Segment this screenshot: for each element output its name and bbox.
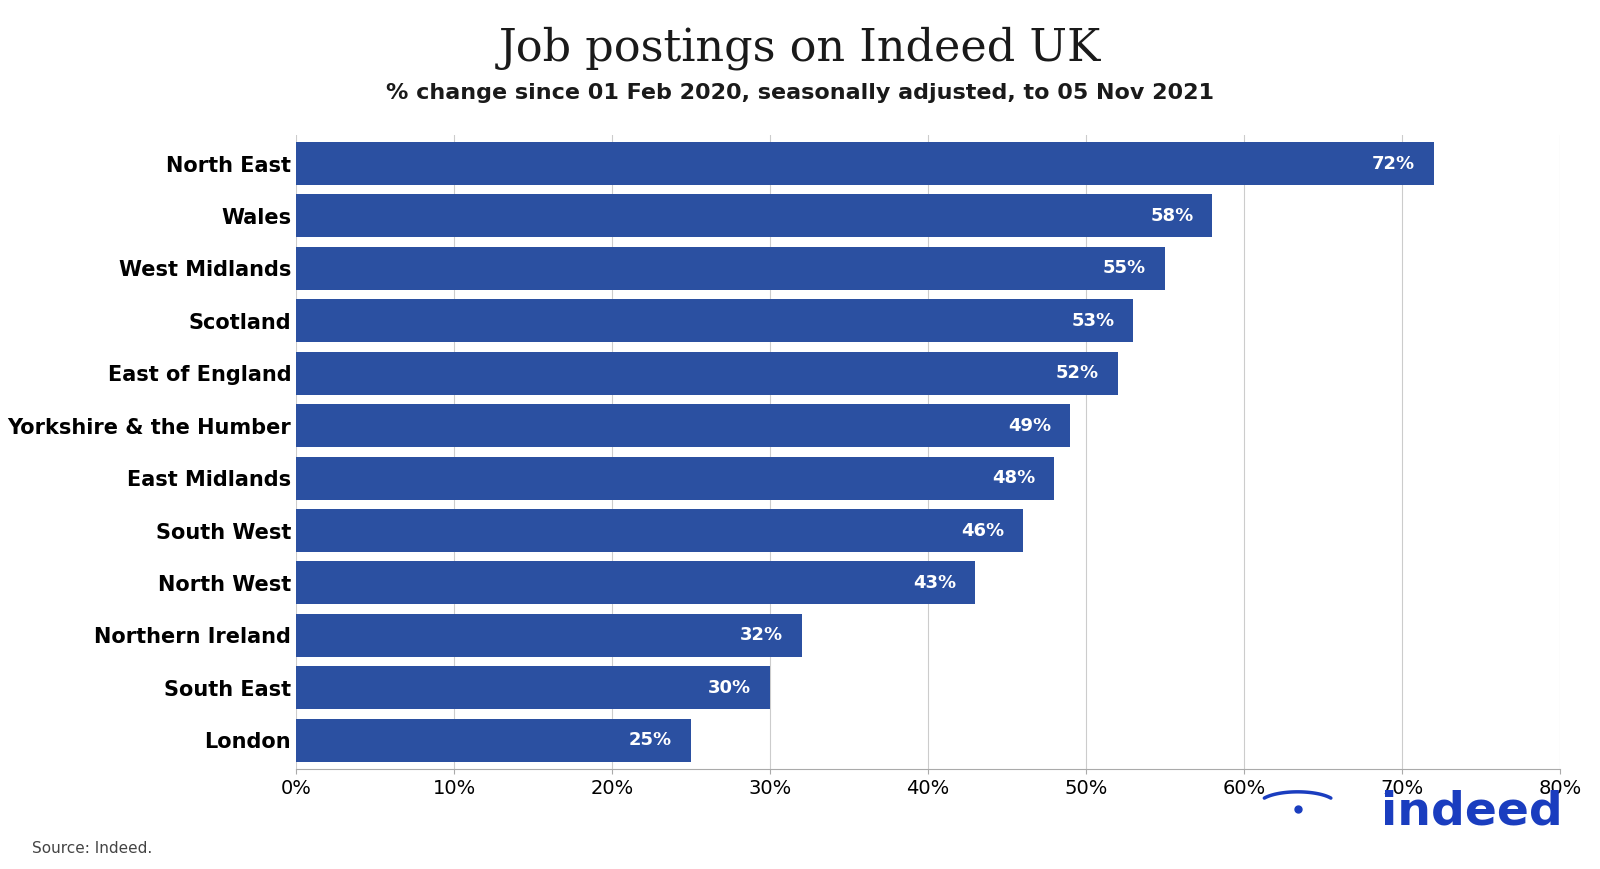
- Text: 49%: 49%: [1008, 416, 1051, 434]
- Text: 72%: 72%: [1371, 155, 1414, 173]
- Bar: [296, 195, 1213, 237]
- Bar: [296, 667, 770, 709]
- Bar: [296, 404, 1070, 448]
- Text: 48%: 48%: [992, 469, 1035, 488]
- Text: Job postings on Indeed UK: Job postings on Indeed UK: [499, 26, 1101, 70]
- Text: 55%: 55%: [1102, 259, 1146, 277]
- Text: 58%: 58%: [1150, 207, 1194, 225]
- Text: 46%: 46%: [960, 521, 1003, 540]
- Text: 25%: 25%: [629, 731, 672, 749]
- Bar: [296, 456, 1054, 500]
- Bar: [296, 247, 1165, 290]
- Text: indeed: indeed: [1381, 789, 1563, 834]
- Bar: [296, 352, 1118, 395]
- Text: 43%: 43%: [914, 574, 957, 592]
- Bar: [296, 142, 1434, 185]
- Text: 30%: 30%: [707, 679, 750, 697]
- Text: 32%: 32%: [739, 627, 782, 645]
- Text: 53%: 53%: [1072, 312, 1115, 330]
- Bar: [296, 561, 976, 605]
- Text: % change since 01 Feb 2020, seasonally adjusted, to 05 Nov 2021: % change since 01 Feb 2020, seasonally a…: [386, 83, 1214, 103]
- Text: Source: Indeed.: Source: Indeed.: [32, 841, 152, 856]
- Bar: [296, 509, 1022, 552]
- Bar: [296, 719, 691, 762]
- Bar: [296, 614, 802, 657]
- Bar: [296, 299, 1133, 342]
- Text: 52%: 52%: [1056, 364, 1099, 382]
